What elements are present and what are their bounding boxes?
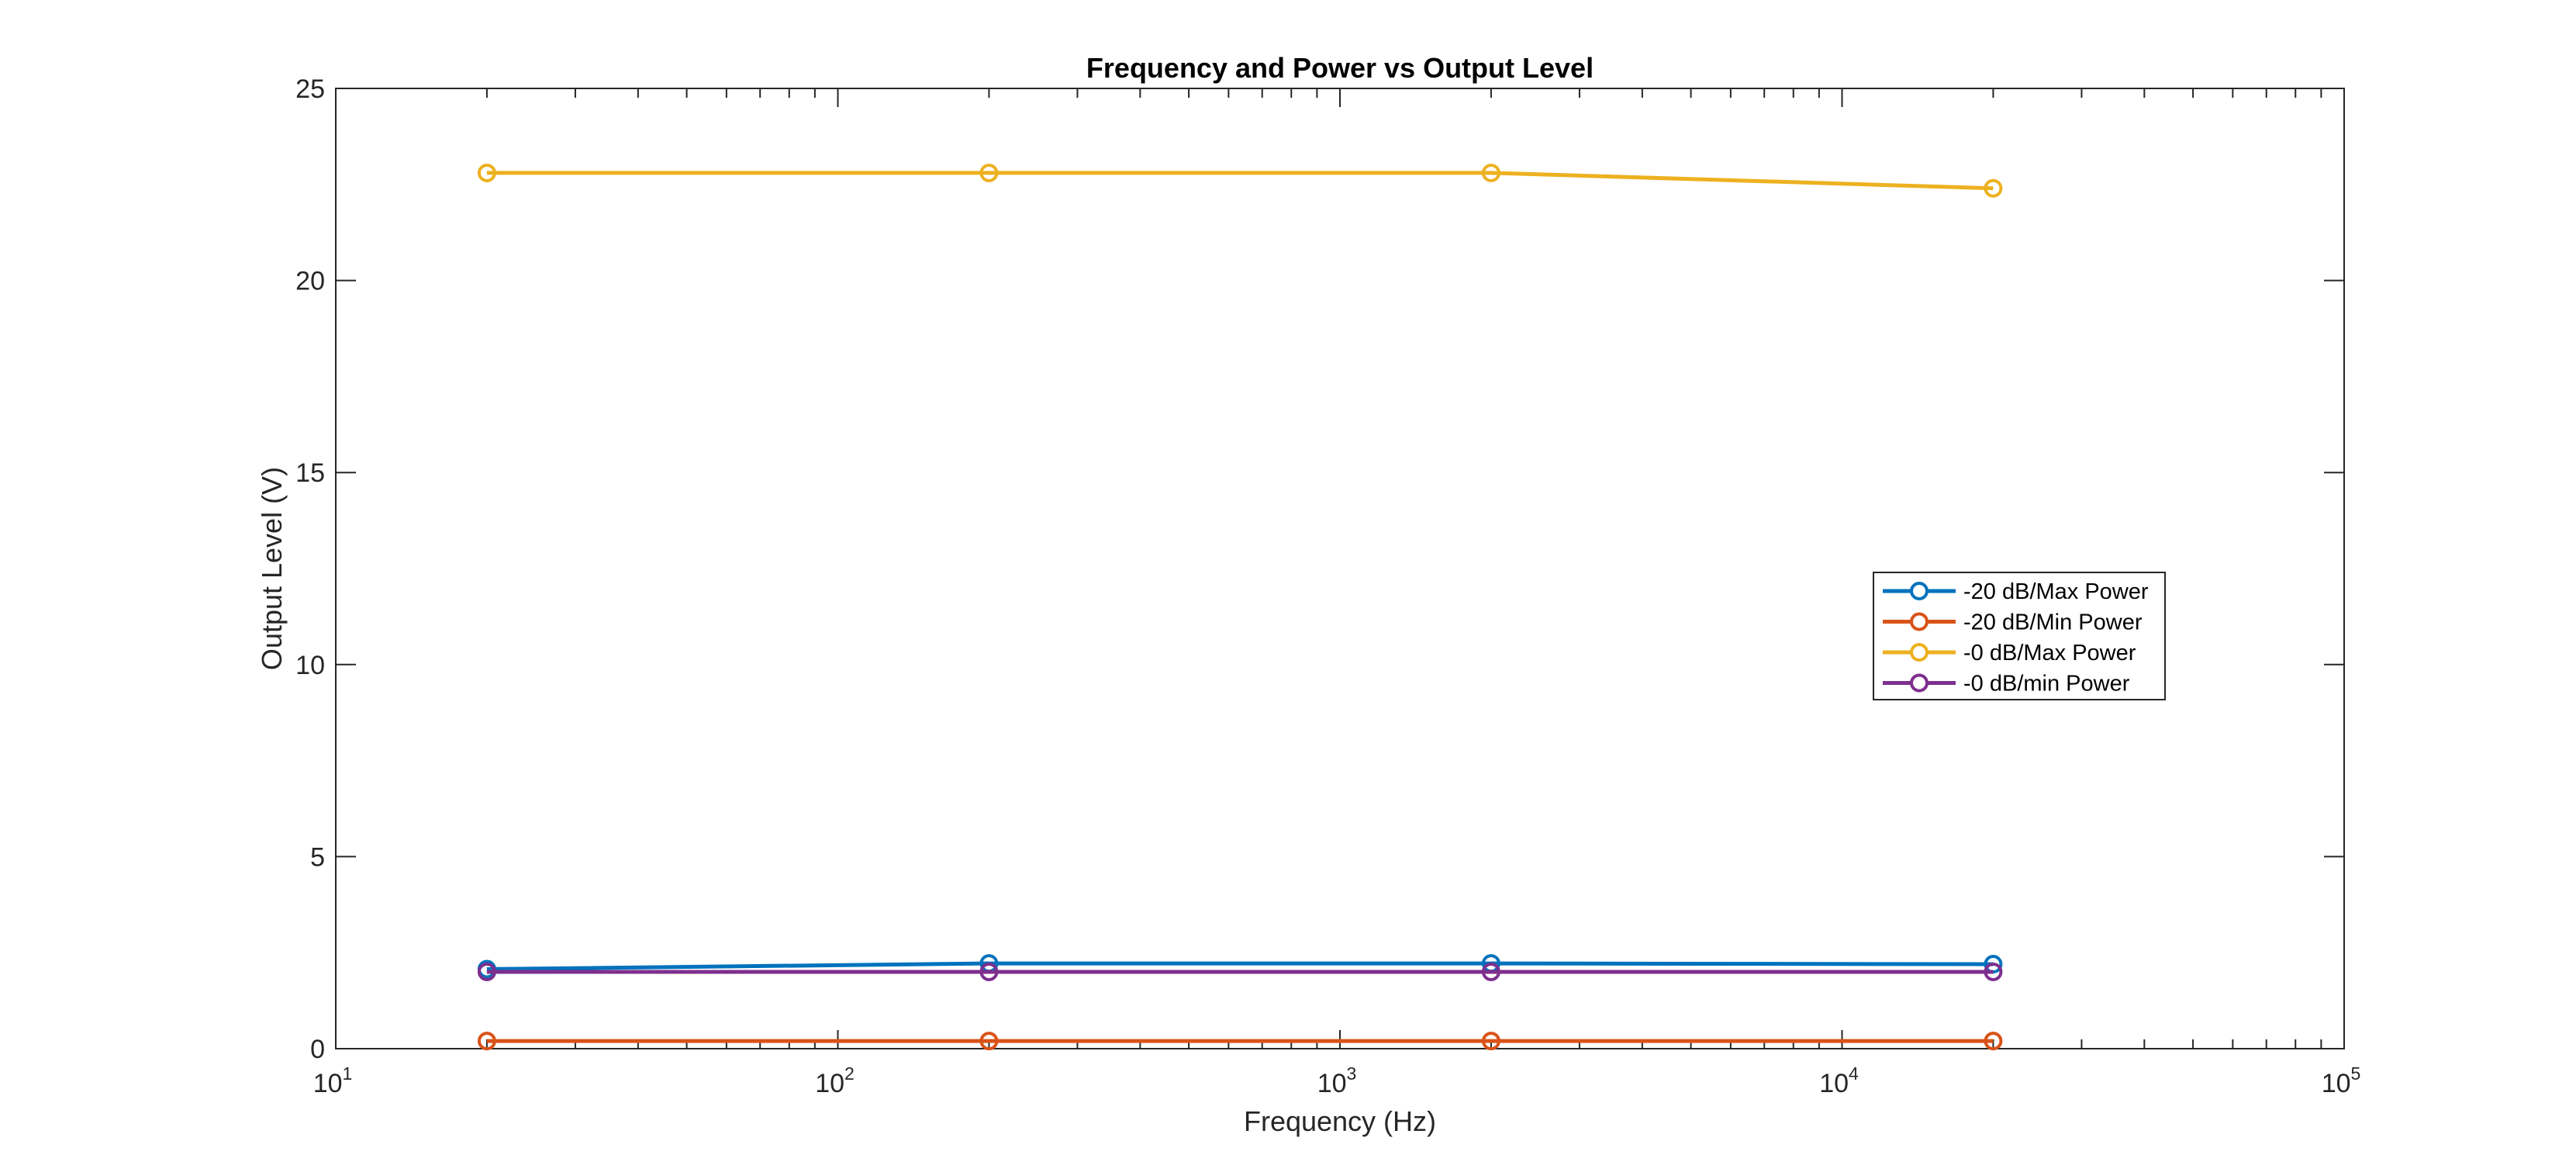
data-point [1984, 178, 2003, 198]
legend-label: -20 dB/Min Power [1963, 610, 2143, 635]
data-point [477, 962, 496, 981]
x-tick-label: 101 [313, 1063, 353, 1098]
data-point [1984, 962, 2003, 981]
data-point [477, 1032, 496, 1051]
legend-items: -20 dB/Max Power -20 dB/Min Power -0 dB/Ma… [1883, 579, 2149, 697]
legend-entry: -20 dB/Min Power [1883, 610, 2143, 635]
x-tick-label: 102 [815, 1063, 855, 1098]
legend-entry: -20 dB/Max Power [1883, 579, 2149, 604]
data-point [477, 163, 496, 182]
x-tick-label: 104 [1819, 1063, 1859, 1098]
plot-area [335, 88, 2345, 1049]
x-tick-label: 103 [1317, 1063, 1357, 1098]
data-point [979, 1032, 999, 1051]
y-tick-label: 10 [295, 651, 325, 680]
series-3 [477, 163, 2003, 198]
series-layer [477, 163, 2003, 1051]
legend-swatch-marker [1910, 673, 1929, 693]
y-axis-ticks: 0 5 10 15 20 25 [295, 74, 2344, 1064]
chart-title: Frequency and Power vs Output Level [1086, 52, 1594, 84]
x-axis-ticks: 101 102 103 104 105 [313, 88, 2361, 1098]
legend-entry: -0 dB/min Power [1883, 672, 2130, 697]
legend-swatch-marker [1910, 643, 1929, 662]
data-point [1481, 1032, 1500, 1051]
y-tick-label: 0 [310, 1035, 325, 1064]
y-tick-label: 25 [295, 74, 325, 104]
legend-label: -0 dB/Max Power [1963, 641, 2136, 666]
x-axis-label: Frequency (Hz) [1244, 1105, 1436, 1137]
data-point [979, 962, 999, 981]
series-line [486, 171, 1994, 191]
y-tick-label: 20 [295, 267, 325, 296]
legend-swatch-marker [1910, 582, 1929, 600]
legend-label: -0 dB/min Power [1963, 672, 2130, 697]
legend-swatch-marker [1910, 612, 1929, 631]
data-point [979, 163, 999, 182]
data-point [1481, 163, 1500, 182]
series-line [486, 961, 1994, 971]
y-axis-label: Output Level (V) [256, 467, 288, 670]
y-tick-label: 15 [295, 458, 325, 488]
data-point [1984, 955, 2003, 974]
data-point [1984, 1032, 2003, 1051]
y-tick-label: 5 [310, 842, 325, 872]
legend: -20 dB/Max Power -20 dB/Min Power -0 dB/Ma… [1873, 572, 2166, 700]
series-2 [477, 1032, 2003, 1051]
x-tick-label: 105 [2322, 1063, 2361, 1098]
data-point [1481, 962, 1500, 981]
legend-label: -20 dB/Max Power [1963, 579, 2149, 604]
series-4 [477, 962, 2003, 981]
legend-entry: -0 dB/Max Power [1883, 641, 2136, 666]
